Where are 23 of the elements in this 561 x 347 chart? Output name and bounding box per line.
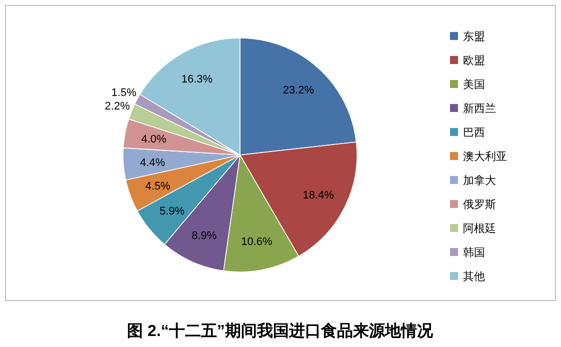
data-label: 4.5% [145, 180, 171, 193]
legend-label: 俄罗斯 [463, 198, 496, 211]
legend-label: 阿根廷 [463, 223, 496, 235]
data-label: 16.3% [181, 74, 213, 86]
legend-label: 新西兰 [463, 102, 496, 115]
legend-label: 美国 [463, 78, 485, 91]
legend-label: 澳大利亚 [463, 150, 507, 163]
data-label: 1.5% [111, 86, 137, 99]
legend-label: 东盟 [463, 30, 485, 43]
text: 图 2.“十二五”期间我国进口食品来源地情况 [127, 322, 434, 340]
legend-label: 其他 [463, 270, 485, 283]
data-label: 18.4% [302, 190, 334, 202]
legend-label: 加拿大 [463, 174, 496, 187]
data-label: 8.9% [192, 230, 217, 242]
data-label: 5.9% [159, 205, 185, 218]
legend-label: 巴西 [463, 127, 485, 139]
legend-label: 欧盟 [463, 55, 485, 67]
legend-label: 韩国 [463, 246, 485, 259]
data-label: 4.0% [141, 134, 167, 146]
data-label: 4.4% [140, 156, 166, 169]
data-label: 2.2% [104, 100, 130, 113]
data-label: 10.6% [241, 236, 273, 248]
data-label: 23.2% [282, 84, 314, 97]
